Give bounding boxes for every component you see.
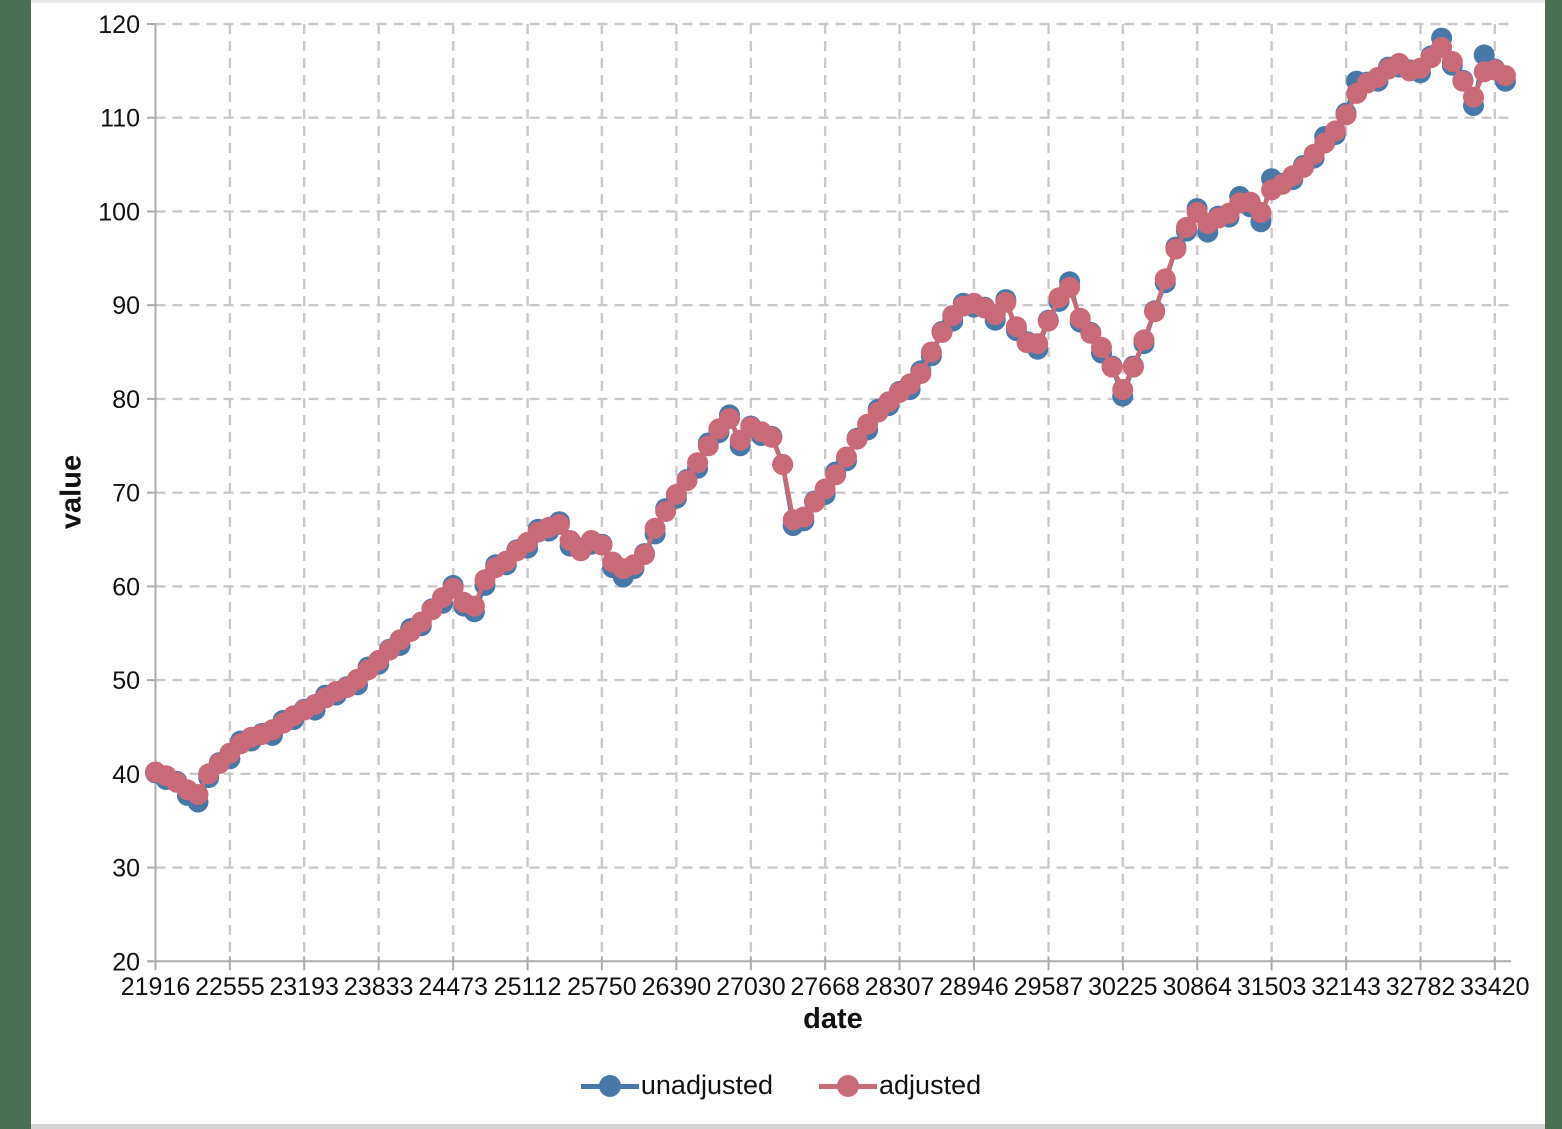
data-point-adjusted [836, 446, 857, 468]
x-tick-label: 27668 [790, 973, 860, 1001]
window-bottom-band [31, 1124, 1545, 1129]
data-point-adjusted [825, 464, 847, 486]
x-tick-label: 25112 [494, 973, 562, 1001]
data-point-adjusted [187, 784, 209, 805]
data-point-adjusted [910, 363, 932, 385]
data-point-adjusted [931, 321, 953, 343]
window-top-edge [31, 0, 1545, 3]
x-tick-label: 23193 [269, 973, 339, 1001]
x-tick-label: 30225 [1088, 973, 1158, 1001]
x-tick-label: 23833 [344, 973, 414, 1001]
data-point-adjusted [1069, 307, 1091, 329]
x-tick-label: 26390 [642, 973, 712, 1001]
data-point-adjusted [1091, 336, 1112, 358]
y-tick-label: 40 [112, 761, 140, 789]
data-point-adjusted [761, 426, 783, 448]
data-point-adjusted [1335, 104, 1357, 126]
data-point-adjusted [1250, 201, 1272, 223]
adjusted-marker-icon [819, 1074, 878, 1098]
data-point-adjusted [772, 454, 794, 475]
data-point-adjusted [846, 428, 868, 450]
x-axis-title: date [803, 1003, 863, 1035]
data-point-adjusted [1037, 310, 1059, 332]
data-point-adjusted [1324, 120, 1346, 142]
x-tick-label: 29587 [1014, 973, 1084, 1001]
y-tick-label: 90 [112, 292, 140, 320]
x-tick-label: 25750 [567, 973, 637, 1001]
data-point-adjusted [676, 470, 698, 491]
y-tick-label: 30 [112, 855, 140, 883]
data-point-adjusted [591, 534, 613, 556]
x-tick-label: 31503 [1237, 973, 1307, 1001]
data-point-adjusted [793, 506, 815, 528]
data-point-adjusted [1101, 356, 1123, 378]
y-tick-label: 60 [112, 573, 140, 601]
data-point-adjusted [1027, 333, 1049, 355]
data-point-adjusted [644, 517, 666, 539]
x-tick-label: 32782 [1386, 973, 1456, 1001]
y-tick-label: 100 [98, 198, 140, 226]
data-point-adjusted [1463, 86, 1484, 108]
window-right-band [1545, 0, 1562, 1129]
data-point-adjusted [1005, 316, 1027, 338]
data-point-adjusted [548, 514, 570, 535]
data-point-adjusted [1154, 268, 1176, 290]
x-tick-label: 24473 [418, 973, 488, 1001]
x-tick-label: 32143 [1311, 973, 1381, 1001]
y-tick-label: 110 [100, 105, 140, 133]
data-point-adjusted [1144, 301, 1166, 323]
data-point-adjusted [1059, 276, 1081, 298]
data-point-adjusted [1165, 238, 1187, 260]
y-tick-label: 80 [112, 386, 140, 414]
y-tick-label: 50 [112, 667, 140, 695]
x-tick-label: 21916 [121, 973, 191, 1001]
data-point-adjusted [1122, 356, 1144, 378]
data-point-adjusted [1494, 65, 1516, 87]
data-point-adjusted [697, 435, 719, 457]
x-tick-label: 28307 [865, 973, 935, 1001]
x-tick-label: 30864 [1162, 973, 1232, 1001]
data-point-adjusted [687, 452, 709, 474]
data-point-adjusted [719, 408, 740, 430]
data-point-adjusted [1441, 51, 1463, 72]
data-point-adjusted [463, 595, 485, 617]
legend-label-unadjusted: unadjusted [640, 1070, 774, 1100]
data-point-adjusted [634, 544, 655, 565]
data-point-adjusted [1452, 70, 1474, 92]
y-tick-label: 70 [112, 480, 140, 508]
unadjusted-marker-icon [580, 1074, 639, 1098]
legend-item-unadjusted: unadjusted [580, 1070, 774, 1101]
data-point-adjusted [655, 500, 677, 522]
y-tick-label: 120 [98, 11, 140, 39]
x-tick-label: 27030 [716, 973, 786, 1001]
x-tick-label: 28946 [939, 973, 1009, 1001]
legend-label-adjusted: adjusted [879, 1070, 982, 1100]
data-point-adjusted [920, 341, 942, 363]
y-tick-label: 20 [112, 948, 140, 976]
chart-legend: unadjusted adjusted [0, 1070, 1562, 1101]
y-axis-title: value [55, 454, 88, 530]
x-tick-label: 22555 [195, 973, 265, 1001]
data-point-adjusted [1112, 379, 1134, 400]
window-left-band [0, 0, 31, 1129]
legend-item-adjusted: adjusted [819, 1070, 981, 1101]
data-point-adjusted [1133, 329, 1155, 351]
data-point-adjusted [995, 291, 1017, 313]
x-tick-label: 33420 [1460, 973, 1530, 1001]
data-point-adjusted [1176, 216, 1197, 238]
